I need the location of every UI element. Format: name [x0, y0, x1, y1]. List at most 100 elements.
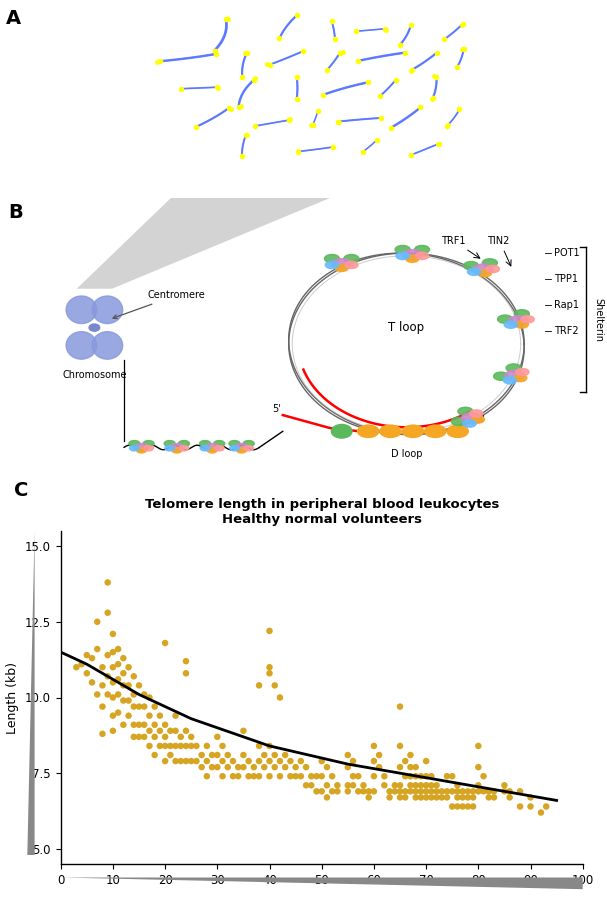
Point — [327, 769, 337, 783]
Point — [228, 754, 238, 769]
Ellipse shape — [207, 447, 217, 453]
Point — [270, 748, 280, 762]
Ellipse shape — [92, 296, 123, 323]
Point — [416, 769, 426, 783]
Ellipse shape — [170, 444, 184, 452]
Point — [124, 693, 134, 707]
Point — [150, 748, 160, 762]
Point — [364, 784, 373, 798]
Point — [369, 739, 379, 753]
Text: A: A — [6, 9, 21, 28]
Ellipse shape — [464, 262, 478, 270]
Ellipse shape — [405, 255, 419, 263]
Point — [275, 690, 285, 705]
Text: 3': 3' — [476, 415, 484, 425]
Point — [453, 778, 463, 793]
Ellipse shape — [509, 316, 528, 327]
Point — [453, 790, 463, 805]
Text: TPP1: TPP1 — [554, 274, 578, 284]
Point — [218, 769, 228, 783]
Point — [411, 778, 421, 793]
Ellipse shape — [447, 425, 468, 437]
Point — [186, 739, 196, 753]
Point — [327, 784, 337, 798]
Point — [458, 799, 467, 814]
Point — [432, 784, 441, 798]
Ellipse shape — [214, 440, 225, 446]
Point — [144, 690, 154, 705]
Point — [171, 754, 180, 769]
Point — [343, 748, 353, 762]
Ellipse shape — [92, 332, 123, 359]
Point — [108, 626, 118, 641]
Point — [515, 799, 525, 814]
Point — [108, 708, 118, 723]
Point — [254, 679, 264, 693]
Point — [479, 784, 489, 798]
Point — [140, 688, 149, 702]
Point — [395, 790, 405, 805]
Point — [353, 784, 363, 798]
Ellipse shape — [214, 446, 224, 451]
Point — [265, 739, 274, 753]
Point — [233, 769, 243, 783]
Point — [427, 784, 436, 798]
Point — [463, 799, 473, 814]
Point — [186, 754, 196, 769]
Point — [421, 769, 431, 783]
Point — [176, 739, 186, 753]
Point — [87, 651, 97, 665]
Point — [228, 769, 238, 783]
Point — [473, 760, 483, 774]
Text: TRF2: TRF2 — [554, 326, 578, 336]
Point — [92, 615, 102, 629]
Point — [265, 769, 274, 783]
Ellipse shape — [200, 446, 210, 451]
Point — [197, 748, 206, 762]
Point — [129, 688, 138, 702]
Point — [124, 708, 134, 723]
Point — [118, 693, 128, 707]
Point — [453, 784, 463, 798]
Point — [150, 730, 160, 744]
Text: B: B — [8, 202, 22, 222]
Ellipse shape — [516, 368, 529, 375]
Ellipse shape — [425, 425, 446, 437]
Ellipse shape — [506, 364, 521, 373]
Point — [98, 679, 107, 693]
Point — [285, 754, 295, 769]
Ellipse shape — [129, 440, 140, 446]
Text: Rap1: Rap1 — [554, 300, 578, 310]
Point — [166, 748, 175, 762]
Point — [108, 660, 118, 674]
Ellipse shape — [144, 446, 154, 451]
Ellipse shape — [463, 420, 476, 427]
Ellipse shape — [332, 258, 351, 269]
Point — [144, 739, 154, 753]
Point — [223, 760, 232, 774]
Point — [348, 778, 358, 793]
Ellipse shape — [200, 440, 211, 446]
Point — [181, 724, 191, 738]
Point — [333, 784, 342, 798]
Point — [118, 679, 128, 693]
Point — [275, 754, 285, 769]
Ellipse shape — [331, 425, 352, 438]
Point — [202, 739, 212, 753]
Point — [405, 784, 415, 798]
Point — [453, 799, 463, 814]
Point — [369, 769, 379, 783]
Point — [134, 679, 144, 693]
Point — [447, 799, 457, 814]
Ellipse shape — [325, 255, 339, 263]
Point — [468, 790, 478, 805]
Ellipse shape — [395, 246, 410, 254]
Point — [437, 790, 447, 805]
Point — [160, 730, 170, 744]
Ellipse shape — [358, 425, 379, 437]
Point — [155, 739, 164, 753]
Point — [405, 778, 415, 793]
Point — [280, 760, 290, 774]
Point — [129, 730, 138, 744]
Point — [118, 717, 128, 732]
